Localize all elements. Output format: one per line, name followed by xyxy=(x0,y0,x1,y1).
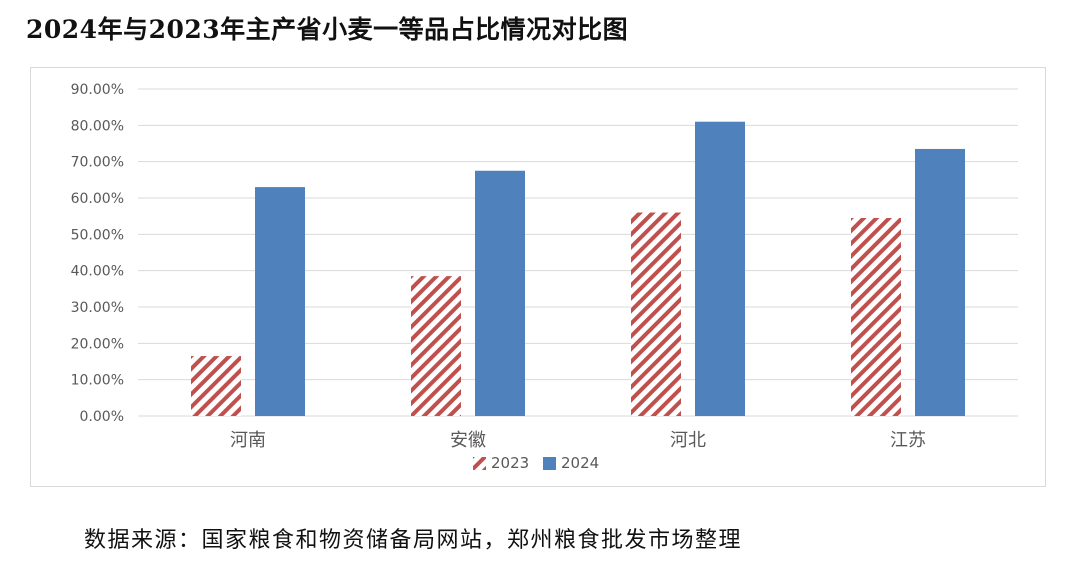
legend-label: 2023 xyxy=(491,454,529,472)
y-tick-label: 50.00% xyxy=(71,227,124,243)
bar-2024-1 xyxy=(255,187,305,416)
bar-2023-2 xyxy=(411,276,461,416)
y-tick-label: 40.00% xyxy=(71,264,124,280)
legend-label: 2024 xyxy=(561,454,599,472)
y-axis-ticks: 0.00% 10.00% 20.00% 30.00% 40.00% 50.00% 60.00… xyxy=(71,82,124,425)
bar-2024-3 xyxy=(695,121,745,416)
bar-2023-1 xyxy=(191,356,241,416)
legend: 2023 2024 xyxy=(473,454,599,472)
x-tick-label: 河南 xyxy=(230,430,266,451)
bar-2024-4 xyxy=(915,148,965,416)
chart-container: 0.00% 10.00% 20.00% 30.00% 40.00% 50.00% 60.00… xyxy=(30,67,1046,487)
bar-2023-3 xyxy=(631,212,681,416)
x-tick-label: 江苏 xyxy=(890,430,926,451)
y-tick-label: 10.00% xyxy=(71,373,124,389)
y-tick-label: 0.00% xyxy=(80,409,124,425)
y-tick-label: 70.00% xyxy=(71,155,124,171)
legend-swatch-2023 xyxy=(473,457,486,470)
y-tick-label: 30.00% xyxy=(71,300,124,316)
y-tick-label: 60.00% xyxy=(71,191,124,207)
bar-2024-2 xyxy=(475,170,525,416)
x-tick-label: 河北 xyxy=(670,430,706,451)
y-tick-label: 20.00% xyxy=(71,336,124,352)
x-tick-label: 安徽 xyxy=(450,430,486,451)
bars xyxy=(191,121,965,416)
chart-title: 2024年与2023年主产省小麦一等品占比情况对比图 xyxy=(26,15,629,44)
x-axis-ticks: 河南 安徽 河北 江苏 xyxy=(230,430,926,451)
legend-swatch-2024 xyxy=(543,457,556,470)
y-tick-label: 90.00% xyxy=(71,82,124,98)
source-note: 数据来源：国家粮食和物资储备局网站，郑州粮食批发市场整理 xyxy=(84,528,743,553)
y-tick-label: 80.00% xyxy=(71,118,124,134)
bar-chart: 0.00% 10.00% 20.00% 30.00% 40.00% 50.00% 60.00… xyxy=(71,82,1018,472)
bar-2023-4 xyxy=(851,217,901,416)
